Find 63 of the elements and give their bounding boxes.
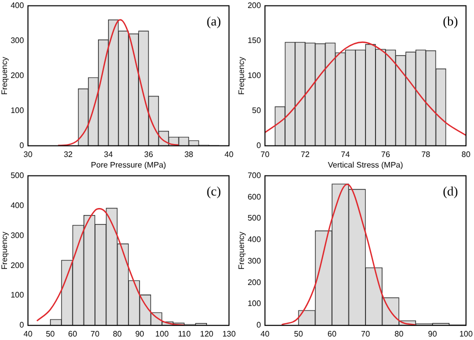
y-tick-label: 600 — [248, 192, 262, 202]
y-tick-label: 0 — [19, 141, 24, 150]
y-tick-label: 150 — [248, 36, 262, 46]
x-tick-label: 76 — [381, 150, 391, 159]
x-tick-label: 40 — [224, 150, 234, 159]
y-tick-label: 500 — [248, 214, 262, 223]
y-axis-title: Frequency — [237, 232, 246, 270]
x-tick-label: 50 — [46, 329, 56, 338]
y-tick-label: 100 — [10, 290, 24, 300]
y-tick-label: 100 — [10, 106, 24, 116]
x-tick-label: 100 — [459, 329, 474, 338]
x-tick-label: 100 — [155, 329, 170, 338]
x-tick-label: 30 — [23, 150, 33, 159]
x-tick-label: 80 — [462, 150, 471, 159]
x-tick-label: 120 — [200, 329, 214, 338]
x-axis-title: Pore Pressure (MPa) — [90, 160, 166, 170]
y-tick-label: 100 — [248, 299, 262, 308]
x-tick-label: 50 — [294, 329, 304, 338]
x-tick-label: 80 — [394, 329, 404, 338]
y-tick-label: 300 — [10, 230, 24, 240]
y-tick-label: 200 — [248, 278, 262, 287]
x-tick-label: 60 — [328, 329, 337, 338]
y-tick-label: 0 — [256, 320, 262, 330]
x-tick-label: 34 — [104, 150, 114, 159]
x-tick-label: 90 — [428, 329, 438, 338]
x-tick-label: 72 — [300, 150, 310, 159]
y-tick-label: 400 — [10, 1, 24, 10]
y-tick-label: 100 — [248, 71, 262, 80]
x-tick-label: 70 — [361, 329, 370, 338]
y-tick-label: 400 — [10, 200, 24, 210]
y-tick-label: 0 — [256, 141, 262, 150]
x-tick-label: 40 — [260, 329, 270, 338]
x-tick-label: 36 — [144, 150, 154, 159]
y-tick-label: 200 — [248, 1, 262, 10]
x-tick-label: 80 — [112, 329, 122, 338]
x-tick-label: 32 — [64, 150, 74, 159]
y-tick-label: 0 — [19, 320, 24, 330]
y-tick-label: 200 — [10, 260, 24, 270]
annotation: (b) — [442, 14, 458, 29]
annotation: (a) — [206, 14, 221, 29]
y-axis-title: Frequency — [0, 232, 10, 270]
y-tick-label: 500 — [10, 171, 24, 180]
x-axis-title: Vertical Stress (MPa) — [328, 160, 404, 170]
x-tick-label: 74 — [340, 150, 350, 159]
x-tick-label: 70 — [90, 329, 100, 338]
y-tick-label: 200 — [10, 71, 24, 80]
y-axis-title: Frequency — [237, 56, 246, 95]
x-tick-label: 78 — [421, 150, 431, 159]
x-tick-label: 38 — [184, 150, 194, 159]
y-tick-label: 300 — [10, 36, 24, 46]
x-tick-label: 90 — [135, 329, 145, 338]
y-axis-title: Frequency — [0, 56, 10, 95]
x-tick-label: 40 — [23, 329, 33, 338]
x-tick-label: 110 — [178, 329, 192, 338]
y-tick-label: 400 — [248, 235, 262, 244]
x-tick-label: 60 — [68, 329, 78, 338]
y-tick-label: 300 — [248, 256, 262, 266]
annotation: (d) — [442, 184, 458, 199]
y-tick-label: 50 — [252, 106, 262, 116]
annotation: (c) — [206, 184, 221, 199]
x-tick-label: 130 — [222, 329, 236, 338]
x-tick-label: 70 — [260, 150, 270, 159]
y-tick-label: 700 — [248, 171, 262, 180]
